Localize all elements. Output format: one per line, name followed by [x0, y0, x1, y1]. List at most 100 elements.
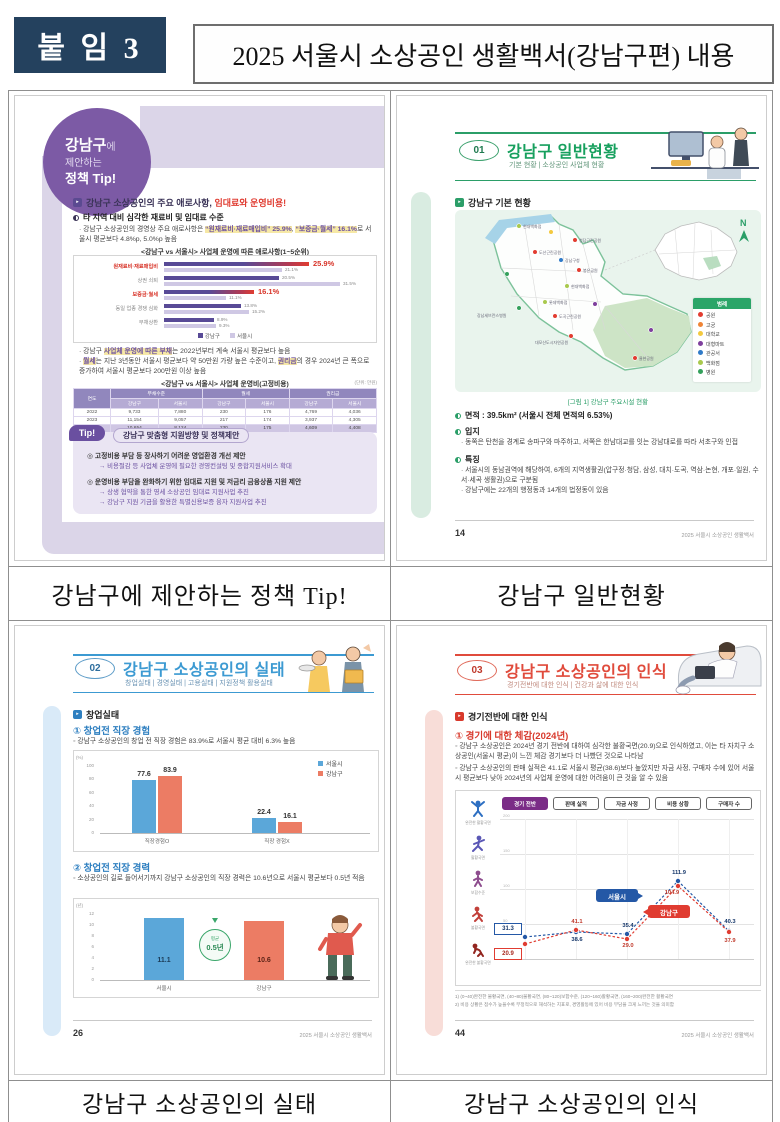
map-markers: 현대백화점 청담근린공원 도산근린공원 강남구청 봉은공원 현대백화점 롯데백화… [477, 223, 654, 361]
bar-value: 77.6 [137, 771, 151, 778]
chip-cost: 비용 상황 [655, 797, 701, 810]
tip-subitem: → 상생 협약을 통한 영세 소상공인 임대료 지원사업 추진 [99, 489, 249, 496]
value-gangnam-overall: 20.9 [494, 948, 522, 960]
marker-label: 현대백화점 [523, 223, 542, 229]
bar-value-seoul: 9.3% [219, 323, 230, 328]
caption-panel2: 강남구 일반현황 [391, 567, 772, 621]
tip-item: ◎ 고정비용 부담 등 장사하기 어려운 영업환경 개선 제안 [87, 453, 246, 460]
marker-label: 봉은공원 [583, 267, 598, 273]
row-label: 상권 쇠퇴 [137, 278, 158, 284]
footer-rule [455, 1020, 754, 1021]
relaxing-person-illustration [675, 642, 762, 695]
scale-label: 완전한 활황국면 [465, 821, 491, 825]
p1-subhead: 타 지역 대비 심각한 재료비 및 임대료 수준 [73, 212, 224, 223]
footer-book-title: 2025 서울시 소상공인 생활백서 [681, 1033, 754, 1039]
compass-icon: N [739, 218, 749, 242]
header-rule-bottom [73, 692, 374, 693]
y-tick: 200 [503, 813, 510, 818]
th-sub: 강남구 [110, 398, 159, 409]
grid-cell [9, 621, 391, 1081]
caption-panel1: 강남구에 제안하는 정책 Tip! [9, 567, 391, 621]
p2-area: 면적 : 39.5km² (서울시 전체 면적의 6.53%) [455, 410, 612, 421]
p1-chart-title: <강남구 vs 서울시> 사업체 운영에 따른 애로사항(1~5순위) [141, 249, 309, 256]
badge-pointer-icon [643, 909, 648, 915]
play-bullet-icon: ▸ [455, 198, 464, 207]
footer-book-title: 2025 서울시 소상공인 생활백서 [299, 1033, 372, 1039]
bar-value-gangnam: 13.8% [244, 303, 258, 308]
row-label: 동일 업종 경쟁 심화 [115, 306, 158, 312]
chapter-title: 강남구 일반현황 [507, 144, 619, 161]
th-sub: 강남구 [288, 398, 334, 409]
legend-gangnam: 강남구 [197, 332, 220, 340]
page-number: 14 [455, 528, 466, 538]
map-caption: [그림 1] 강남구 주요시설 현황 [567, 399, 649, 406]
chip-funds: 자금 사정 [604, 797, 650, 810]
footnote-2: 2) 비용 상황은 점수가 높을수록 부정적으로 해석하는 지표로, 경영활동에… [455, 1002, 674, 1007]
bar-seoul [132, 780, 156, 833]
chapter-number: 02 [75, 658, 115, 679]
value-gangnam-sales: 41.1 [571, 919, 583, 925]
value-gangnam-buyers: 37.9 [724, 938, 736, 944]
slump-person-icon [472, 943, 484, 957]
b1-highlight2: “보증금·월세” 16.1% [295, 226, 357, 233]
scale-label: 불황국면 [471, 926, 485, 930]
p2-location-bullet: · 동쪽은 탄천을 경계로 송파구와 마주하고, 서쪽은 한남대교를 잇는 강남… [461, 439, 738, 446]
y-tick: 10 [88, 922, 94, 927]
decor-band-left [425, 710, 443, 1036]
bar-value: 16.1 [283, 813, 297, 820]
grid-cell [391, 621, 772, 1081]
row-label: 원재료비·재료매입비 [113, 264, 158, 270]
x-label: 서울시 [156, 986, 172, 992]
gangnam-points [522, 883, 732, 947]
bar-value-gangnam: 20.5% [282, 275, 296, 280]
b1-mid: , [291, 226, 296, 233]
value-gangnam-funds: 29.0 [622, 943, 634, 949]
legend-item: 대학교 [698, 331, 746, 341]
p2-location-title: 입지 [465, 427, 480, 436]
y-tick: 100 [503, 883, 510, 888]
value-seoul-sales: 38.6 [571, 937, 583, 943]
thumbnail-grid: 강남구에 제안하는 정책 Tip! 강남구 일반현황 강남구 소상공인의 실태 … [8, 90, 773, 1122]
bar-value-gangnam: 16.1% [258, 287, 280, 296]
chart-row: 보증금·월세 16.1% 11.1% [82, 287, 370, 302]
p3-section-title: 창업실태 [86, 710, 120, 720]
footer-rule [455, 520, 754, 521]
gap-value: 0.5년 [206, 943, 224, 952]
chip-buyers: 구매자 수 [706, 797, 752, 810]
bar-gangnam [164, 262, 309, 266]
seoul-inset-map [654, 221, 738, 281]
x-label: 강남구 [256, 986, 272, 992]
p1-bullet2: · 강남구 사업체 운영에 따른 부채는 2022년부터 계속 서울시 평균보다… [79, 348, 291, 355]
chart-row: 부채상환 8.9% 9.3% [82, 317, 370, 330]
tip-subitem: → 강남구 지원 기금을 활용한 특별신용보증 융자 지원사업 추진 [99, 499, 267, 506]
bar-value-gangnam: 8.9% [217, 317, 228, 322]
legend-gangnam: 강남구 [318, 769, 343, 778]
p2-location-head: 입지 [455, 426, 480, 437]
play-bullet-icon: ▸ [455, 712, 464, 721]
bar-value-gangnam: 25.9% [313, 259, 335, 268]
b2-pre: 강남구 [83, 348, 104, 355]
p3-sub1-title: ① 창업전 직장 경험 [73, 726, 151, 737]
bar-value-seoul: 31.5% [343, 281, 357, 286]
scale-label: 보합수준 [471, 891, 485, 895]
bar-gangnam [164, 276, 279, 280]
bar-value: 83.9 [163, 767, 177, 774]
marker-label: 강남세브란스병원 [477, 312, 507, 318]
play-bullet-icon: ▸ [73, 710, 82, 719]
compass-n: N [740, 218, 747, 228]
legend-item: 병원 [698, 369, 746, 379]
p2-feature-bullet1: · 서울시의 동남권역에 해당하여, 6개의 지역생활권(압구정·청담, 삼성,… [461, 467, 759, 485]
decor-band-left [42, 156, 62, 526]
y-tick: 6 [91, 944, 94, 949]
bar-gangnam [278, 822, 302, 833]
page-general-status: 01 강남구 일반현황 기본 현황 | 소상공인 사업체 현황 ▸ 강남구 기본… [396, 95, 767, 561]
circle-line1-suffix: 에 [106, 142, 116, 153]
footer-rule [73, 1020, 372, 1021]
p1-bullet1: · 강남구 소상공인의 경영상 주요 애로사항은 “원재료비·재료매입비” 25… [79, 226, 372, 244]
p1-headline-text: 강남구 소상공인의 주요 애로사항, [86, 198, 215, 208]
bar-seoul [144, 918, 184, 980]
bar-gangnam [164, 290, 254, 294]
x-axis [100, 833, 370, 834]
bar-value-seoul: 21.1% [285, 267, 299, 272]
